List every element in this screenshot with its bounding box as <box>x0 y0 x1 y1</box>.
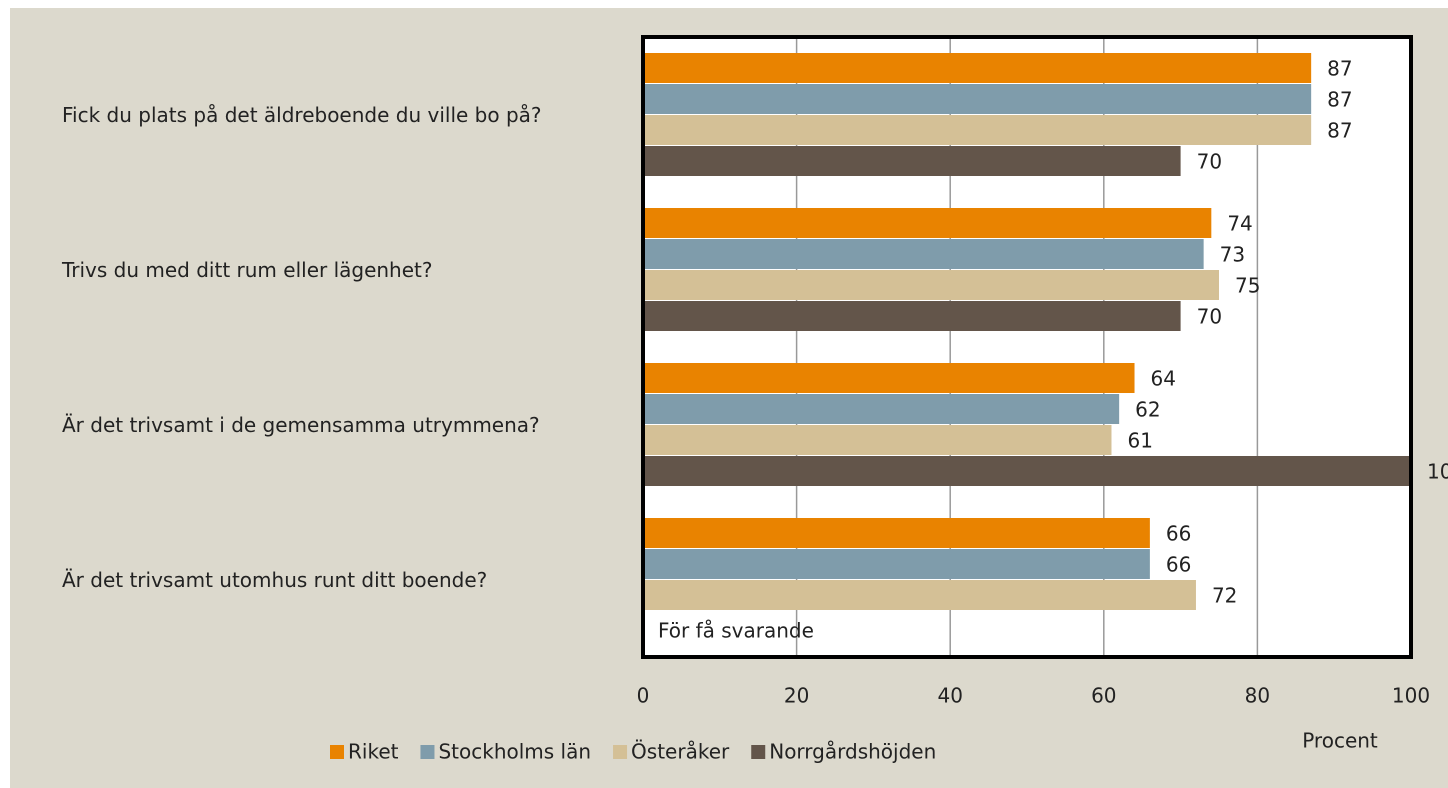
legend-swatch <box>751 745 766 759</box>
category-label: Är det trivsamt utomhus runt ditt boende… <box>62 567 488 592</box>
value-label: 72 <box>1212 584 1237 608</box>
bar <box>643 394 1120 424</box>
value-label: 62 <box>1135 398 1160 422</box>
bar <box>643 146 1181 176</box>
category-label: Är det trivsamt i de gemensamma utrymmen… <box>62 412 540 437</box>
value-label: 87 <box>1327 57 1352 81</box>
bar <box>643 456 1411 486</box>
x-tick-label: 40 <box>937 684 962 708</box>
bar <box>643 425 1112 455</box>
x-axis-label: Procent <box>1302 729 1378 753</box>
bar <box>643 84 1312 114</box>
bar <box>643 239 1204 269</box>
legend-label: Stockholms län <box>438 740 591 764</box>
value-label: 87 <box>1327 88 1352 112</box>
bar <box>643 363 1135 393</box>
legend-label: Norrgårdshöjden <box>769 740 936 764</box>
x-tick-label: 100 <box>1392 684 1430 708</box>
value-label: 74 <box>1227 212 1252 236</box>
bar <box>643 115 1312 145</box>
value-label: 64 <box>1151 367 1176 391</box>
value-label: 66 <box>1166 522 1191 546</box>
legend-swatch <box>420 745 435 759</box>
bar <box>643 580 1196 610</box>
plot-border <box>641 35 1413 659</box>
legend-label: Riket <box>348 740 399 764</box>
legend-swatch <box>613 745 628 759</box>
value-label: 66 <box>1166 553 1191 577</box>
legend-label: Österåker <box>631 740 730 764</box>
value-label: 100 <box>1427 460 1448 484</box>
x-tick-label: 60 <box>1091 684 1116 708</box>
value-label: 87 <box>1327 119 1352 143</box>
value-label: 73 <box>1220 243 1245 267</box>
category-label: Fick du plats på det äldreboende du vill… <box>62 102 542 127</box>
bar <box>643 208 1212 238</box>
bar <box>643 53 1312 83</box>
legend-swatch <box>330 745 344 759</box>
value-label: 70 <box>1197 150 1222 174</box>
bar <box>643 549 1150 579</box>
value-label: 61 <box>1127 429 1152 453</box>
annotation: För få svarande <box>658 619 814 643</box>
x-tick-label: 0 <box>637 684 650 708</box>
category-label: Trivs du med ditt rum eller lägenhet? <box>62 257 433 282</box>
bar <box>643 270 1219 300</box>
x-tick-label: 80 <box>1245 684 1270 708</box>
bar <box>643 518 1150 548</box>
value-label: 70 <box>1197 305 1222 329</box>
value-label: 75 <box>1235 274 1260 298</box>
bar <box>643 301 1181 331</box>
x-tick-label: 20 <box>784 684 809 708</box>
